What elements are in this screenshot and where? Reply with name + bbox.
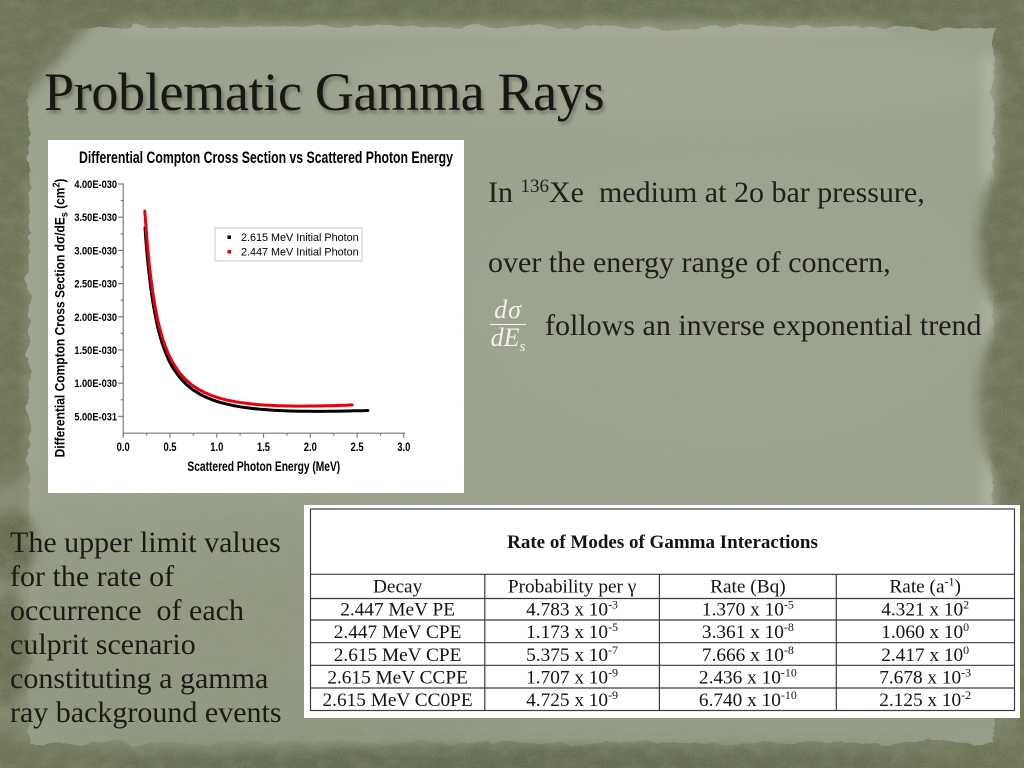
svg-text:6.740 x 10-10: 6.740 x 10-10	[699, 688, 797, 711]
svg-text:3.50E-030: 3.50E-030	[74, 212, 117, 224]
svg-text:7.678 x 10-3: 7.678 x 10-3	[879, 666, 971, 689]
svg-text:1.370 x 10-5: 1.370 x 10-5	[702, 598, 794, 621]
svg-text:0.0: 0.0	[117, 441, 130, 454]
svg-text:Decay: Decay	[373, 577, 423, 598]
svg-text:Differential Compton Cross Sec: Differential Compton Cross Section vs Sc…	[79, 149, 453, 167]
svg-text:5.375 x 10-7: 5.375 x 10-7	[526, 643, 618, 666]
svg-text:3.0: 3.0	[397, 441, 410, 454]
svg-text:3.361 x 10-8: 3.361 x 10-8	[702, 620, 794, 643]
svg-text:Scattered Photon Energy (MeV): Scattered Photon Energy (MeV)	[187, 459, 340, 475]
svg-text:2.50E-030: 2.50E-030	[74, 279, 117, 291]
svg-text:1.173 x 10-5: 1.173 x 10-5	[526, 620, 618, 643]
svg-text:7.666 x 10-8: 7.666 x 10-8	[702, 643, 794, 666]
svg-text:Rate (Bq): Rate (Bq)	[710, 577, 786, 598]
svg-text:1.5: 1.5	[257, 441, 270, 454]
svg-text:2.417 x 100: 2.417 x 100	[881, 643, 969, 666]
svg-text:4.321 x 102: 4.321 x 102	[881, 598, 969, 621]
svg-text:Probability per γ: Probability per γ	[508, 577, 637, 598]
svg-text:2.447 MeV PE: 2.447 MeV PE	[340, 600, 455, 621]
svg-text:4.00E-030: 4.00E-030	[74, 179, 117, 191]
svg-text:2.5: 2.5	[351, 441, 364, 454]
svg-text:2.447 MeV Initial Photon: 2.447 MeV Initial Photon	[241, 247, 359, 259]
svg-text:2.615 MeV CPE: 2.615 MeV CPE	[334, 645, 462, 666]
svg-text:Rate of Modes of Gamma Interac: Rate of Modes of Gamma Interactions	[507, 532, 818, 553]
svg-text:1.50E-030: 1.50E-030	[74, 345, 117, 357]
svg-text:2.00E-030: 2.00E-030	[74, 312, 117, 324]
svg-text:4.725 x 10-9: 4.725 x 10-9	[526, 688, 618, 711]
svg-text:2.125 x 10-2: 2.125 x 10-2	[879, 688, 971, 711]
svg-text:1.0: 1.0	[210, 441, 223, 454]
svg-text:Rate (a-1): Rate (a-1)	[889, 575, 961, 598]
svg-text:2.0: 2.0	[304, 441, 317, 454]
svg-text:1.707 x 10-9: 1.707 x 10-9	[526, 666, 618, 689]
svg-text:1.060 x 100: 1.060 x 100	[881, 620, 969, 643]
svg-text:2.436 x 10-10: 2.436 x 10-10	[699, 666, 797, 689]
svg-text:2.447 MeV CPE: 2.447 MeV CPE	[334, 622, 462, 643]
svg-text:0.5: 0.5	[163, 441, 176, 454]
svg-text:2.615 MeV CCPE: 2.615 MeV CCPE	[327, 668, 468, 689]
svg-text:2.615 MeV CC0PE: 2.615 MeV CC0PE	[323, 690, 473, 711]
svg-text:3.00E-030: 3.00E-030	[74, 246, 117, 258]
svg-text:4.783 x 10-3: 4.783 x 10-3	[526, 598, 618, 621]
svg-text:5.00E-031: 5.00E-031	[74, 412, 117, 424]
svg-text:Differential Compton Cross Sec: Differential Compton Cross Section dσ/dE…	[51, 179, 71, 458]
svg-text:1.00E-030: 1.00E-030	[74, 378, 117, 390]
svg-text:2.615 MeV Initial Photon: 2.615 MeV Initial Photon	[241, 232, 359, 244]
